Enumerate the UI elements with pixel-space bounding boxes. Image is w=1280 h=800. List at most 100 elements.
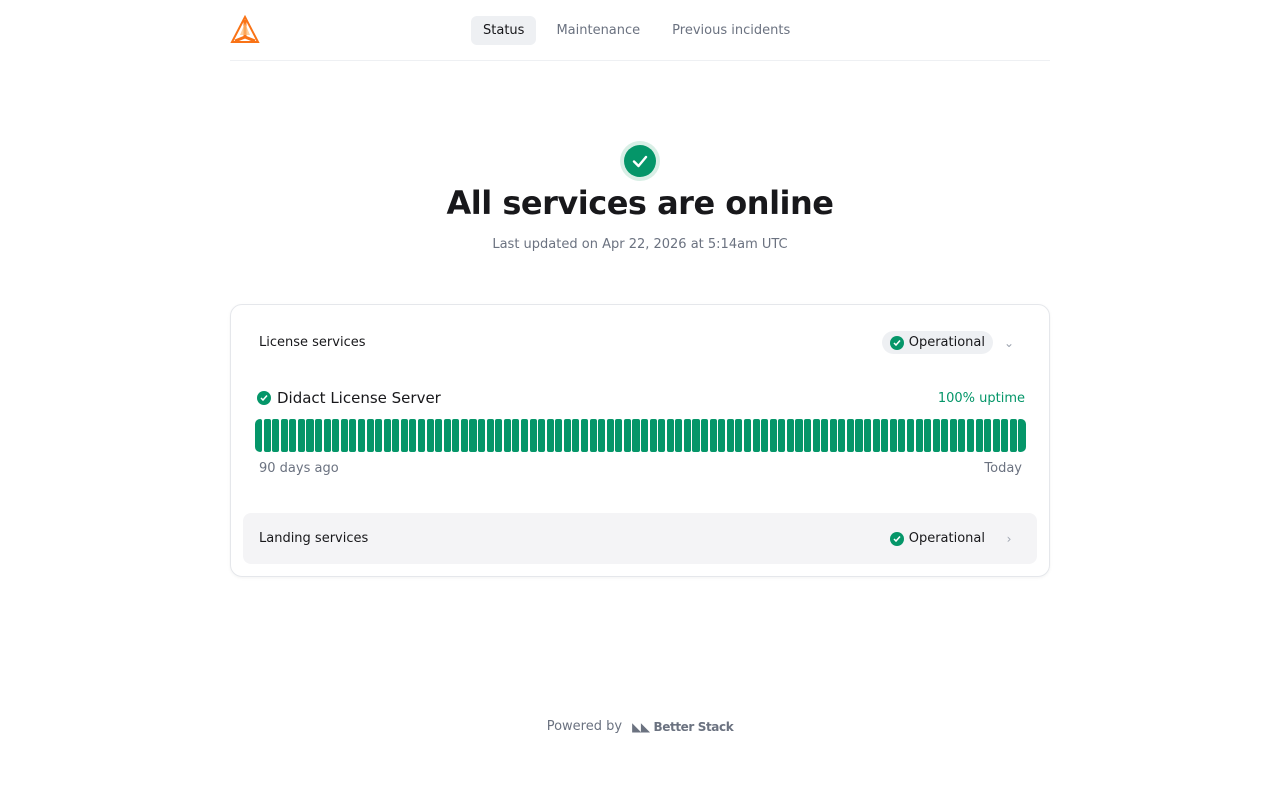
uptime-bar-day[interactable]: [889, 419, 897, 452]
uptime-bar-day[interactable]: [315, 419, 323, 452]
uptime-bar-day[interactable]: [289, 419, 297, 452]
uptime-bar-day[interactable]: [426, 419, 434, 452]
uptime-bar-day[interactable]: [812, 419, 820, 452]
uptime-bar-day[interactable]: [761, 419, 769, 452]
tab-status[interactable]: Status: [471, 16, 537, 45]
uptime-bar-day[interactable]: [692, 419, 700, 452]
uptime-bar-day[interactable]: [555, 419, 563, 452]
uptime-bar-day[interactable]: [375, 419, 383, 452]
uptime-bar-day[interactable]: [958, 419, 966, 452]
uptime-bar-day[interactable]: [701, 419, 709, 452]
uptime-bar-day[interactable]: [683, 419, 691, 452]
uptime-bar-day[interactable]: [263, 419, 271, 452]
uptime-bar-day[interactable]: [323, 419, 331, 452]
uptime-bar-day[interactable]: [795, 419, 803, 452]
uptime-bar-day[interactable]: [606, 419, 614, 452]
uptime-bar-day[interactable]: [332, 419, 340, 452]
group-landing-services[interactable]: Landing services Operational ›: [243, 513, 1037, 564]
uptime-bar-day[interactable]: [1001, 419, 1009, 452]
uptime-bar-day[interactable]: [786, 419, 794, 452]
uptime-bar-day[interactable]: [709, 419, 717, 452]
chevron-right-icon[interactable]: ›: [1006, 531, 1012, 546]
uptime-bar-day[interactable]: [435, 419, 443, 452]
uptime-bar-day[interactable]: [743, 419, 752, 452]
uptime-bar-day[interactable]: [478, 419, 486, 452]
uptime-bar-day[interactable]: [632, 419, 640, 452]
uptime-bar-day[interactable]: [529, 419, 537, 452]
uptime-bar-day[interactable]: [349, 419, 357, 452]
uptime-bar-day[interactable]: [726, 419, 734, 452]
uptime-bar-day[interactable]: [538, 419, 546, 452]
uptime-bar-day[interactable]: [255, 419, 263, 452]
uptime-bar-day[interactable]: [915, 419, 923, 452]
tab-previous-incidents[interactable]: Previous incidents: [672, 23, 791, 38]
uptime-bar-day[interactable]: [666, 419, 674, 452]
uptime-bar-day[interactable]: [572, 419, 580, 452]
better-stack-logo[interactable]: ◣◣ Better Stack: [632, 719, 734, 734]
uptime-bar-day[interactable]: [675, 419, 683, 452]
uptime-bar-day[interactable]: [984, 419, 992, 452]
uptime-bar-day[interactable]: [838, 419, 846, 452]
uptime-bar-day[interactable]: [417, 419, 426, 452]
tab-maintenance[interactable]: Maintenance: [556, 23, 641, 38]
uptime-bar-day[interactable]: [949, 419, 957, 452]
uptime-bar-day[interactable]: [975, 419, 983, 452]
uptime-bar-day[interactable]: [306, 419, 314, 452]
uptime-bar-day[interactable]: [821, 419, 829, 452]
uptime-bar-day[interactable]: [280, 419, 288, 452]
uptime-bar-day[interactable]: [563, 419, 571, 452]
uptime-bar-day[interactable]: [641, 419, 649, 452]
uptime-bar-day[interactable]: [503, 419, 511, 452]
uptime-bar-day[interactable]: [872, 419, 880, 452]
uptime-bar-day[interactable]: [924, 419, 932, 452]
uptime-bar-day[interactable]: [735, 419, 743, 452]
uptime-bar-day[interactable]: [1009, 419, 1017, 452]
uptime-bar-day[interactable]: [881, 419, 889, 452]
group-license-services[interactable]: License services Operational ⌄: [243, 317, 1037, 368]
uptime-bar-day[interactable]: [752, 419, 760, 452]
uptime-bar-day[interactable]: [400, 419, 408, 452]
uptime-bar-day[interactable]: [906, 419, 915, 452]
uptime-bar-day[interactable]: [932, 419, 940, 452]
uptime-bar-day[interactable]: [495, 419, 503, 452]
status-badge: Operational: [882, 527, 993, 550]
uptime-bar-day[interactable]: [392, 419, 400, 452]
uptime-bar-day[interactable]: [898, 419, 906, 452]
uptime-bar-day[interactable]: [452, 419, 460, 452]
uptime-bar-day[interactable]: [366, 419, 374, 452]
uptime-bar-day[interactable]: [598, 419, 606, 452]
uptime-bar-day[interactable]: [486, 419, 494, 452]
uptime-bar-day[interactable]: [383, 419, 391, 452]
uptime-bar-day[interactable]: [615, 419, 623, 452]
uptime-bar-day[interactable]: [623, 419, 631, 452]
uptime-bar-day[interactable]: [658, 419, 666, 452]
uptime-bar-day[interactable]: [443, 419, 451, 452]
uptime-bar-day[interactable]: [512, 419, 520, 452]
uptime-bar-day[interactable]: [778, 419, 786, 452]
uptime-bar-day[interactable]: [941, 419, 949, 452]
uptime-bar-day[interactable]: [297, 419, 305, 452]
uptime-bar-day[interactable]: [855, 419, 863, 452]
uptime-bar-day[interactable]: [769, 419, 777, 452]
uptime-bar-day[interactable]: [804, 419, 812, 452]
uptime-bar-day[interactable]: [409, 419, 417, 452]
uptime-bar-day[interactable]: [718, 419, 726, 452]
uptime-bar-day[interactable]: [649, 419, 657, 452]
uptime-bar-day[interactable]: [340, 419, 348, 452]
uptime-bar-day[interactable]: [589, 419, 597, 452]
uptime-bar-day[interactable]: [357, 419, 366, 452]
uptime-bar-day[interactable]: [992, 419, 1000, 452]
uptime-bar-day[interactable]: [272, 419, 280, 452]
uptime-bar-day[interactable]: [966, 419, 975, 452]
logo[interactable]: [230, 15, 260, 45]
uptime-bar-day[interactable]: [580, 419, 589, 452]
uptime-bar-day[interactable]: [864, 419, 872, 452]
uptime-bar-day[interactable]: [1018, 419, 1026, 452]
uptime-bar-day[interactable]: [460, 419, 468, 452]
uptime-bar-day[interactable]: [829, 419, 837, 452]
uptime-bar-day[interactable]: [520, 419, 528, 452]
uptime-bar-day[interactable]: [846, 419, 854, 452]
chevron-down-icon[interactable]: ⌄: [1003, 335, 1015, 350]
uptime-bar-day[interactable]: [546, 419, 554, 452]
uptime-bar-day[interactable]: [469, 419, 477, 452]
